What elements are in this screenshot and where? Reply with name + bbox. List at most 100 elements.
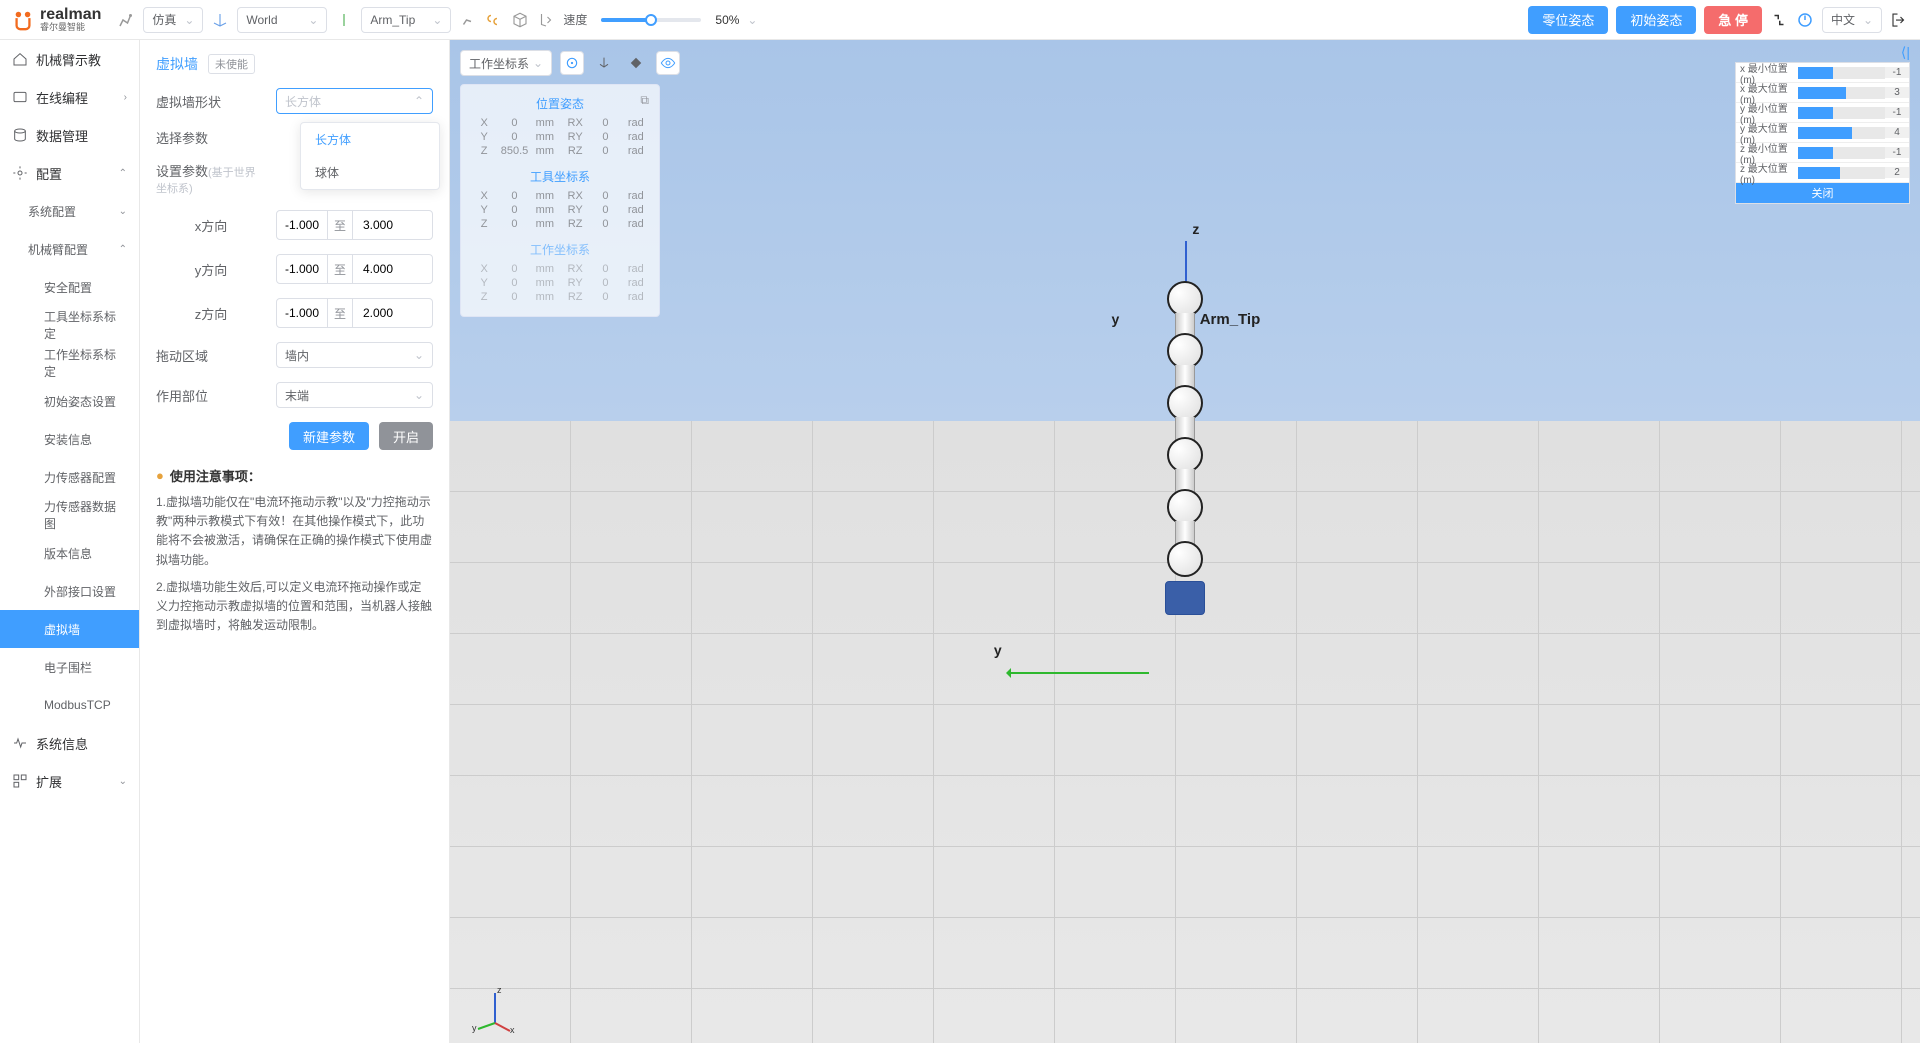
enable-button[interactable]: 开启 — [379, 422, 433, 450]
z-from-input[interactable] — [277, 306, 327, 320]
nav-sys-config[interactable]: 系统配置⌄ — [0, 192, 139, 230]
nav-safety[interactable]: 安全配置 — [0, 268, 139, 306]
config-panel: 虚拟墙 未使能 虚拟墙形状 长方体⌃ 长方体 球体 选择参数 设置参数(基于世界… — [140, 40, 450, 1043]
frame-icon[interactable] — [211, 11, 229, 29]
view-frame-icon[interactable] — [592, 51, 616, 75]
x-range-input: 至 — [276, 210, 433, 240]
limit-row: z 最大位置(m)2 — [1736, 163, 1909, 183]
x-to-input[interactable] — [353, 218, 403, 232]
chevron-down-icon: ⌄ — [1863, 13, 1873, 27]
x-from-input[interactable] — [277, 218, 327, 232]
brand-sub: 睿尔曼智能 — [40, 23, 101, 32]
work-frame-title: 工作坐标系 — [469, 237, 651, 262]
nav-program[interactable]: 在线编程› — [0, 78, 139, 116]
pose-row: X0mmRX0rad — [469, 189, 651, 203]
emergency-stop-button[interactable]: 急 停 — [1704, 6, 1762, 34]
view-eye-icon[interactable] — [656, 51, 680, 75]
nav-init-pose[interactable]: 初始姿态设置 — [0, 382, 139, 420]
nav-version[interactable]: 版本信息 — [0, 534, 139, 572]
arm-tip-label: Arm_Tip — [1200, 311, 1261, 328]
limits-close-button[interactable]: 关闭 — [1736, 183, 1909, 203]
connect-icon[interactable] — [1770, 11, 1788, 29]
limits-panel: x 最小位置(m)-1x 最大位置(m)3y 最小位置(m)-1y 最大位置(m… — [1735, 62, 1910, 204]
robot-icon[interactable] — [117, 11, 135, 29]
nav-data[interactable]: 数据管理 — [0, 116, 139, 154]
nav-efence[interactable]: 电子围栏 — [0, 648, 139, 686]
option-sphere[interactable]: 球体 — [301, 156, 439, 189]
nav-install[interactable]: 安装信息 — [0, 420, 139, 458]
view-target-icon[interactable] — [560, 51, 584, 75]
limit-slider[interactable] — [1798, 127, 1885, 139]
copy-icon[interactable]: ⧉ — [640, 93, 649, 108]
robot-model — [1165, 281, 1205, 661]
chevron-down-icon[interactable]: ⌄ — [747, 13, 757, 27]
part-select[interactable]: 末端⌄ — [276, 382, 433, 408]
limit-slider[interactable] — [1798, 167, 1885, 179]
power-icon[interactable] — [1796, 11, 1814, 29]
drag-value: 墙内 — [285, 347, 309, 364]
speed-slider[interactable] — [601, 18, 701, 22]
chevron-up-icon: ⌃ — [414, 94, 424, 108]
pose-title: 位置姿态⧉ — [469, 91, 651, 116]
mode-select[interactable]: 仿真⌄ — [143, 7, 203, 33]
arm-icon[interactable] — [459, 11, 477, 29]
view-diamond-icon[interactable] — [624, 51, 648, 75]
to-label: 至 — [327, 211, 353, 239]
x-label: x方向 — [156, 216, 266, 235]
init-pose-button[interactable]: 初始姿态 — [1616, 6, 1696, 34]
orientation-gizmo[interactable]: z y x — [470, 983, 520, 1033]
limit-slider[interactable] — [1798, 147, 1885, 159]
nav-extend[interactable]: 扩展⌄ — [0, 762, 139, 800]
viewport-3d[interactable]: z y Arm_Tip y 工作坐标系⌄ — [450, 40, 1920, 1043]
limit-slider[interactable] — [1798, 107, 1885, 119]
nav-config[interactable]: 配置⌃ — [0, 154, 139, 192]
svg-text:x: x — [510, 1025, 515, 1033]
language-select[interactable]: 中文⌄ — [1822, 7, 1882, 33]
limit-slider[interactable] — [1798, 67, 1885, 79]
y-to-input[interactable] — [353, 262, 403, 276]
pose-row: Z850.5mmRZ0rad — [469, 144, 651, 158]
nav-ext-port[interactable]: 外部接口设置 — [0, 572, 139, 610]
axis-z-label: z — [1192, 221, 1199, 237]
z-range-input: 至 — [276, 298, 433, 328]
nav-arm-config[interactable]: 机械臂配置⌃ — [0, 230, 139, 268]
svg-text:y: y — [472, 1023, 477, 1033]
nav-modbus[interactable]: ModbusTCP — [0, 686, 139, 724]
logout-icon[interactable] — [1890, 11, 1908, 29]
tool-value: Arm_Tip — [370, 13, 415, 27]
nav-force-data[interactable]: 力传感器数据图 — [0, 496, 139, 534]
view-frame-select[interactable]: 工作坐标系 ⌄ — [460, 50, 552, 76]
drag-select[interactable]: 墙内⌄ — [276, 342, 433, 368]
tool-select[interactable]: Arm_Tip⌄ — [361, 7, 451, 33]
world-select[interactable]: World⌄ — [237, 7, 327, 33]
speed-value: 50% — [715, 13, 739, 27]
notice-2: 2.虚拟墙功能生效后,可以定义电流环拖动操作或定义力控拖动示教虚拟墙的位置和范围… — [156, 578, 433, 636]
chevron-down-icon: ⌄ — [414, 388, 424, 402]
setparam-label: 设置参数(基于世界坐标系) — [156, 161, 266, 196]
param-label: 选择参数 — [156, 128, 266, 147]
nav-work-frame[interactable]: 工作坐标系标定 — [0, 344, 139, 382]
nav-vwall[interactable]: 虚拟墙 — [0, 610, 139, 648]
collision-icon[interactable] — [485, 11, 503, 29]
nav-force-cfg[interactable]: 力传感器配置 — [0, 458, 139, 496]
view-frame-value: 工作坐标系 — [469, 55, 529, 72]
shape-select[interactable]: 长方体⌃ — [276, 88, 433, 114]
cube-icon[interactable] — [511, 11, 529, 29]
limit-slider[interactable] — [1798, 87, 1885, 99]
arm-move-icon[interactable] — [537, 11, 555, 29]
shape-label: 虚拟墙形状 — [156, 92, 266, 111]
tool-frame-icon[interactable] — [335, 11, 353, 29]
zero-pose-button[interactable]: 零位姿态 — [1528, 6, 1608, 34]
nav-teach[interactable]: 机械臂示教 — [0, 40, 139, 78]
new-param-button[interactable]: 新建参数 — [289, 422, 369, 450]
brand-name: realman — [40, 7, 101, 23]
pose-row: Y0mmRY0rad — [469, 203, 651, 217]
collapse-panel-icon[interactable]: ⟨| — [1901, 44, 1910, 61]
option-cuboid[interactable]: 长方体 — [301, 123, 439, 156]
nav-sysinfo[interactable]: 系统信息 — [0, 724, 139, 762]
part-label: 作用部位 — [156, 386, 266, 405]
chevron-down-icon: ⌄ — [533, 56, 543, 70]
z-to-input[interactable] — [353, 306, 403, 320]
nav-tool-frame[interactable]: 工具坐标系标定 — [0, 306, 139, 344]
y-from-input[interactable] — [277, 262, 327, 276]
